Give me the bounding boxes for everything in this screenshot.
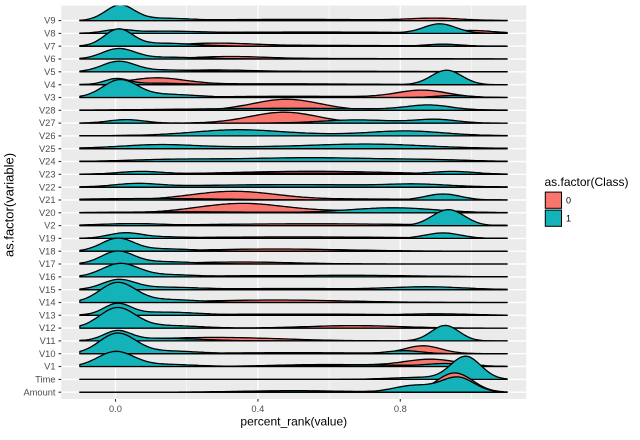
svg-text:V2: V2 xyxy=(44,221,55,231)
svg-text:V17: V17 xyxy=(39,259,56,269)
svg-text:V12: V12 xyxy=(39,323,56,333)
svg-text:V21: V21 xyxy=(39,195,56,205)
svg-text:0.4: 0.4 xyxy=(251,404,264,414)
svg-text:V27: V27 xyxy=(39,118,56,128)
svg-text:V19: V19 xyxy=(39,234,56,244)
svg-text:percent_rank(value): percent_rank(value) xyxy=(240,415,347,429)
svg-text:V11: V11 xyxy=(40,336,56,346)
svg-text:V1: V1 xyxy=(44,362,55,372)
svg-text:V20: V20 xyxy=(39,208,56,218)
svg-text:V4: V4 xyxy=(44,80,55,90)
svg-text:V7: V7 xyxy=(44,41,55,51)
svg-text:V25: V25 xyxy=(39,144,56,154)
svg-text:as.factor(Class): as.factor(Class) xyxy=(545,175,629,189)
svg-text:as.factor(variable): as.factor(variable) xyxy=(2,153,17,257)
svg-text:V14: V14 xyxy=(39,298,56,308)
svg-text:V26: V26 xyxy=(39,131,56,141)
svg-text:V28: V28 xyxy=(39,105,56,115)
svg-text:V15: V15 xyxy=(39,285,56,295)
svg-text:0.0: 0.0 xyxy=(109,404,122,414)
svg-text:V6: V6 xyxy=(44,54,55,64)
svg-text:V23: V23 xyxy=(39,169,56,179)
svg-text:V3: V3 xyxy=(44,93,55,103)
svg-text:V13: V13 xyxy=(39,310,56,320)
svg-text:V18: V18 xyxy=(39,246,56,256)
svg-text:1: 1 xyxy=(566,213,571,223)
svg-text:V24: V24 xyxy=(39,157,56,167)
svg-text:0: 0 xyxy=(566,195,571,205)
svg-text:Amount: Amount xyxy=(23,387,55,397)
svg-text:V10: V10 xyxy=(39,349,56,359)
svg-text:V5: V5 xyxy=(44,67,55,77)
svg-text:V8: V8 xyxy=(44,29,55,39)
svg-text:0.8: 0.8 xyxy=(394,404,407,414)
svg-text:V22: V22 xyxy=(39,182,56,192)
svg-text:V16: V16 xyxy=(39,272,56,282)
svg-text:V9: V9 xyxy=(44,16,55,26)
svg-text:Time: Time xyxy=(35,375,55,385)
